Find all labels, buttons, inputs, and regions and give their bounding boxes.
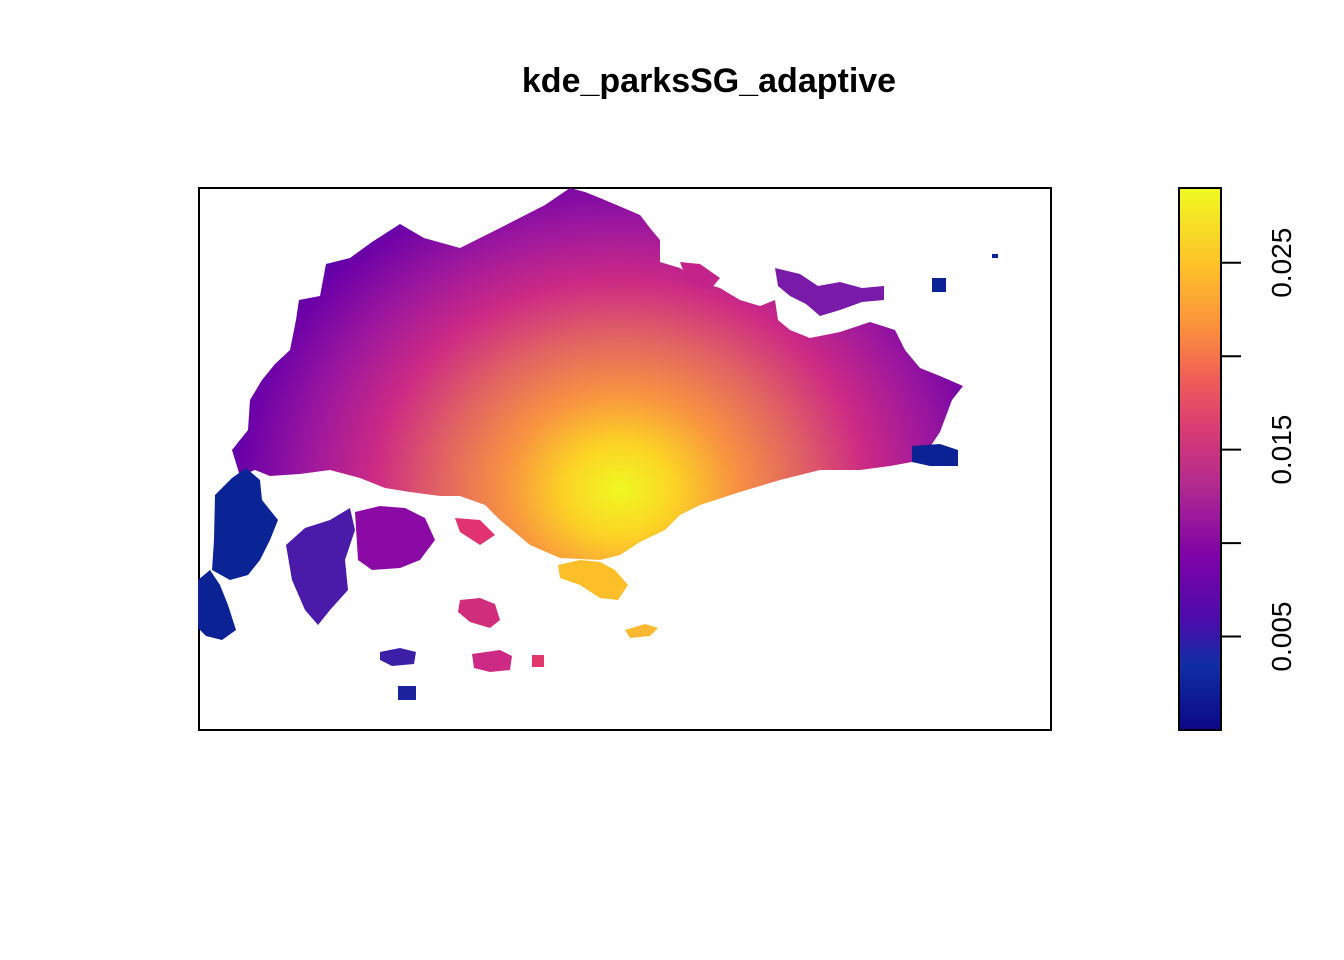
colorbar-tick-label: 0.005 <box>1266 602 1297 672</box>
northeast-islet-b <box>932 278 946 292</box>
northeast-islet-a <box>680 262 720 290</box>
northeast-islet-c <box>992 254 998 258</box>
southwest-islet <box>355 506 435 570</box>
western-coast <box>212 468 278 580</box>
south-islet-g <box>532 655 544 667</box>
chart-title: kde_parksSG_adaptive <box>522 62 896 100</box>
main-island <box>232 188 963 560</box>
pulau-ubin <box>775 268 884 316</box>
sentosa <box>558 560 628 600</box>
colorbar-tick-label: 0.015 <box>1266 415 1297 485</box>
south-islet-b <box>472 650 512 672</box>
plot-frame <box>198 187 1052 731</box>
changi-islet <box>912 444 958 466</box>
western-islet <box>198 570 236 640</box>
south-islet-a <box>458 598 500 628</box>
colorbar <box>1178 187 1222 731</box>
colorbar-ticks: 0.005 0.015 0.025 <box>1221 228 1297 672</box>
south-islet-c <box>455 518 495 545</box>
south-islet-f <box>625 624 658 638</box>
south-islet-e <box>398 686 416 700</box>
colorbar-tick-label: 0.025 <box>1266 228 1297 298</box>
jurong-island <box>286 508 355 625</box>
south-islet-d <box>380 648 416 666</box>
